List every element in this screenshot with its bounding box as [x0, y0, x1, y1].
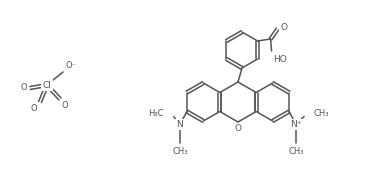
Text: O⁻: O⁻ [65, 61, 76, 70]
Text: O: O [235, 124, 242, 133]
Text: O: O [281, 23, 288, 33]
Text: H₃C: H₃C [148, 109, 164, 118]
Text: N⁺: N⁺ [290, 120, 302, 129]
Text: CH₃: CH₃ [288, 146, 304, 156]
Text: N: N [176, 120, 183, 129]
Text: O: O [20, 83, 27, 93]
Text: CH₃: CH₃ [172, 146, 188, 156]
Text: CH₃: CH₃ [313, 109, 329, 118]
Text: O: O [62, 101, 69, 110]
Text: O: O [30, 104, 37, 113]
Text: HO: HO [274, 55, 287, 64]
Text: Cl: Cl [42, 81, 52, 90]
